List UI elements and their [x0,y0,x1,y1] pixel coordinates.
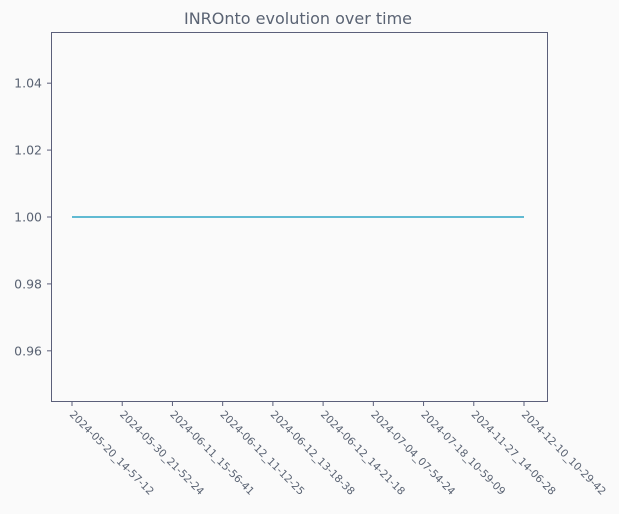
y-tick-label: 0.98 [14,276,42,291]
y-tick-label: 1.04 [14,76,42,91]
y-tick-label: 1.00 [14,210,42,225]
y-axis: 0.96 0.98 1.00 1.02 1.04 [14,76,52,358]
y-tick-label: 0.96 [14,343,42,358]
chart-title: INROnto evolution over time [184,9,412,28]
y-tick-label: 1.02 [14,143,42,158]
